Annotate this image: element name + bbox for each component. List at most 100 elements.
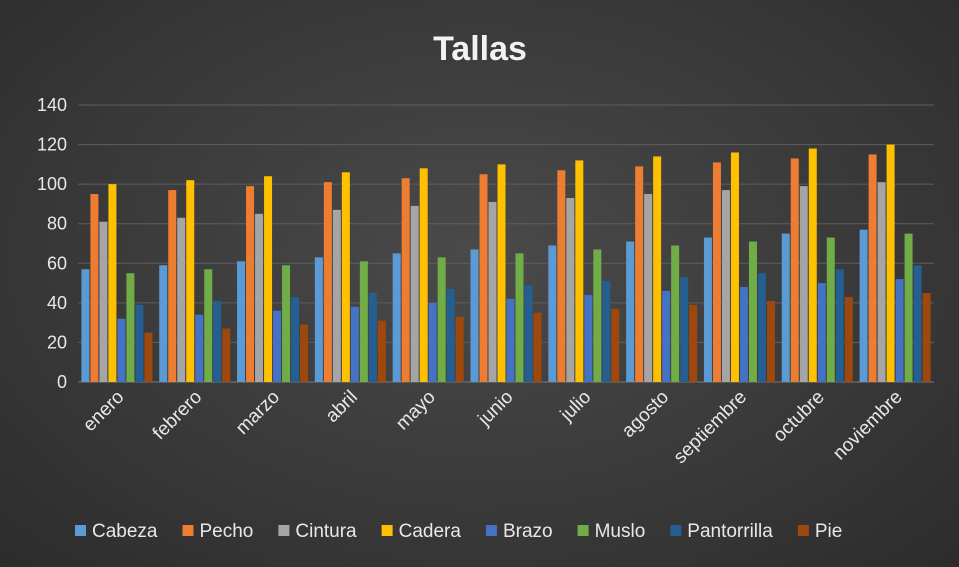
- y-tick-label: 80: [47, 214, 67, 234]
- bar-muslo-enero: [126, 273, 135, 382]
- bar-cadera-noviembre: [886, 144, 895, 382]
- bar-pie-septiembre: [766, 300, 775, 382]
- bar-pecho-octubre: [790, 158, 799, 382]
- y-tick-label: 120: [37, 135, 67, 155]
- bar-muslo-abril: [359, 261, 368, 382]
- legend-label-pecho: Pecho: [200, 521, 254, 542]
- bar-cintura-julio: [566, 197, 575, 382]
- bar-cintura-junio: [488, 201, 497, 382]
- bar-pie-noviembre: [922, 292, 931, 382]
- y-tick-label: 0: [57, 372, 67, 392]
- bar-brazo-marzo: [273, 310, 282, 382]
- bar-pecho-marzo: [246, 186, 255, 382]
- bar-pecho-junio: [479, 174, 488, 382]
- bar-cabeza-abril: [314, 257, 323, 382]
- x-tick-label: octubre: [769, 387, 829, 447]
- bar-cintura-noviembre: [877, 182, 886, 382]
- bar-pecho-febrero: [168, 190, 177, 382]
- y-axis-ticks: 0 20 40 60 80 100 120 140: [37, 95, 67, 392]
- bar-brazo-agosto: [662, 290, 671, 382]
- bar-cintura-marzo: [255, 213, 264, 382]
- bar-cabeza-febrero: [159, 265, 168, 382]
- x-tick-label: agosto: [618, 387, 673, 442]
- bar-cadera-marzo: [264, 176, 273, 382]
- legend-swatch-cintura: [278, 525, 290, 536]
- bar-cadera-octubre: [808, 148, 817, 382]
- bar-muslo-octubre: [826, 237, 835, 382]
- bar-pecho-septiembre: [712, 162, 721, 382]
- bar-cadera-julio: [575, 160, 584, 382]
- bar-pecho-abril: [323, 182, 332, 382]
- bar-pie-febrero: [222, 328, 231, 382]
- bar-brazo-abril: [350, 306, 359, 382]
- y-tick-label: 60: [47, 253, 67, 273]
- legend-label-muslo: Muslo: [595, 521, 646, 542]
- bar-cintura-febrero: [177, 217, 186, 382]
- bar-cabeza-septiembre: [703, 237, 712, 382]
- bar-pantorrilla-abril: [368, 292, 377, 382]
- bar-brazo-junio: [506, 298, 515, 382]
- bar-pecho-enero: [90, 194, 99, 382]
- legend-label-pantorrilla: Pantorrilla: [687, 521, 773, 542]
- x-tick-label: septiembre: [670, 387, 751, 468]
- bar-cintura-abril: [332, 209, 341, 382]
- x-tick-label: julio: [556, 387, 595, 426]
- legend-swatch-brazo: [485, 525, 497, 536]
- bars: [81, 144, 931, 382]
- y-tick-label: 40: [47, 293, 67, 313]
- bar-pecho-agosto: [635, 166, 644, 382]
- legend-label-brazo: Brazo: [503, 521, 553, 542]
- bar-cabeza-junio: [470, 249, 479, 382]
- bar-cabeza-mayo: [392, 253, 401, 382]
- bar-cabeza-marzo: [237, 261, 246, 382]
- bar-pie-enero: [144, 332, 153, 382]
- bar-cabeza-noviembre: [859, 229, 868, 382]
- bar-pantorrilla-enero: [135, 304, 144, 382]
- bar-brazo-octubre: [817, 283, 826, 382]
- bar-cabeza-agosto: [626, 241, 635, 382]
- x-axis-ticks: enero febrero marzo abril mayo junio julio agos…: [79, 387, 906, 468]
- legend-label-cadera: Cadera: [399, 521, 462, 542]
- legend: Cabeza Pecho Cintura Cadera Brazo Muslo Pantor…: [75, 521, 842, 542]
- y-tick-label: 140: [37, 95, 67, 115]
- bar-brazo-septiembre: [739, 287, 748, 382]
- chart-title: Tallas: [433, 30, 527, 68]
- bar-brazo-mayo: [428, 302, 437, 382]
- bar-cadera-febrero: [186, 180, 195, 382]
- bar-cintura-octubre: [799, 186, 808, 382]
- bar-pantorrilla-febrero: [213, 300, 222, 382]
- bar-muslo-noviembre: [904, 233, 913, 382]
- bar-pantorrilla-junio: [524, 285, 533, 382]
- bar-pantorrilla-octubre: [835, 269, 844, 382]
- bar-pecho-mayo: [401, 178, 410, 382]
- bar-muslo-marzo: [282, 265, 291, 382]
- bar-muslo-septiembre: [748, 241, 757, 382]
- legend-label-cabeza: Cabeza: [92, 521, 158, 542]
- legend-label-pie: Pie: [815, 521, 842, 542]
- bar-muslo-junio: [515, 253, 524, 382]
- bar-pantorrilla-noviembre: [913, 265, 922, 382]
- bar-cadera-agosto: [653, 156, 662, 382]
- bar-muslo-febrero: [204, 269, 213, 382]
- bar-cintura-agosto: [644, 194, 653, 382]
- bar-cadera-enero: [108, 184, 117, 382]
- bar-pie-octubre: [844, 296, 853, 382]
- bar-pie-marzo: [300, 324, 309, 382]
- bar-pantorrilla-mayo: [446, 289, 455, 382]
- x-tick-label: mayo: [392, 387, 440, 435]
- legend-swatch-pie: [797, 525, 809, 536]
- bar-cintura-septiembre: [721, 190, 730, 382]
- bar-cintura-enero: [99, 221, 108, 382]
- bar-pecho-julio: [557, 170, 566, 382]
- x-tick-label: febrero: [149, 387, 206, 444]
- bar-pie-julio: [611, 308, 620, 382]
- bar-brazo-febrero: [195, 314, 204, 382]
- legend-swatch-pecho: [182, 525, 194, 536]
- bar-muslo-julio: [593, 249, 602, 382]
- x-tick-label: marzo: [232, 387, 284, 439]
- y-tick-label: 20: [47, 332, 67, 352]
- bar-pantorrilla-septiembre: [757, 273, 766, 382]
- bar-cabeza-julio: [548, 245, 557, 382]
- bar-pantorrilla-julio: [602, 281, 611, 382]
